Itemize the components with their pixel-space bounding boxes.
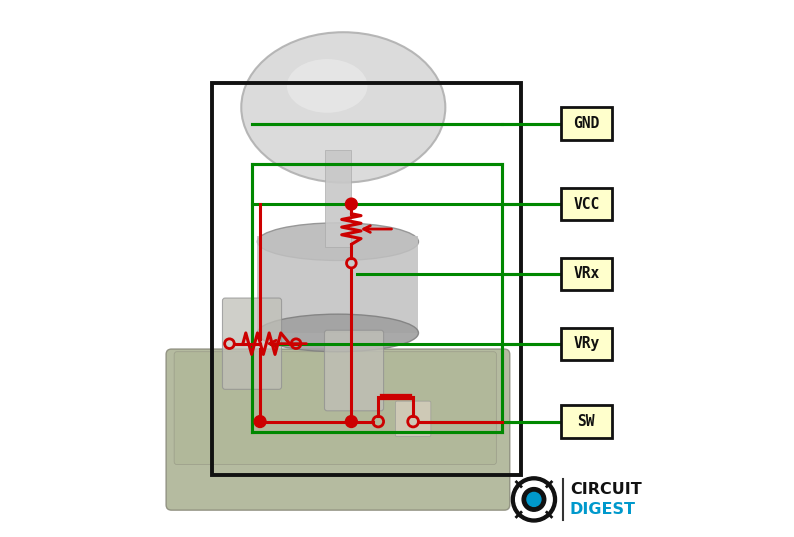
Ellipse shape bbox=[257, 223, 418, 260]
Text: CIRCUIT: CIRCUIT bbox=[570, 482, 642, 497]
Text: VRx: VRx bbox=[573, 266, 599, 281]
Text: DIGEST: DIGEST bbox=[570, 502, 636, 517]
Text: SW: SW bbox=[577, 414, 595, 429]
Polygon shape bbox=[561, 405, 612, 438]
Polygon shape bbox=[561, 258, 612, 290]
Circle shape bbox=[345, 198, 357, 210]
Ellipse shape bbox=[257, 314, 418, 352]
Text: VRy: VRy bbox=[573, 336, 599, 351]
Polygon shape bbox=[561, 328, 612, 360]
Text: VCC: VCC bbox=[573, 197, 599, 212]
Polygon shape bbox=[561, 107, 612, 140]
FancyBboxPatch shape bbox=[174, 352, 496, 465]
FancyBboxPatch shape bbox=[325, 330, 384, 411]
Circle shape bbox=[522, 488, 545, 511]
Circle shape bbox=[511, 477, 557, 522]
FancyBboxPatch shape bbox=[395, 401, 431, 437]
Polygon shape bbox=[561, 188, 612, 220]
Circle shape bbox=[527, 492, 541, 506]
Ellipse shape bbox=[241, 32, 445, 183]
Circle shape bbox=[515, 481, 552, 518]
Circle shape bbox=[345, 416, 357, 427]
Text: GND: GND bbox=[573, 116, 599, 131]
Bar bbox=[252, 164, 502, 432]
FancyBboxPatch shape bbox=[222, 298, 282, 389]
FancyBboxPatch shape bbox=[325, 150, 352, 247]
FancyBboxPatch shape bbox=[257, 236, 418, 333]
Circle shape bbox=[254, 416, 266, 427]
FancyBboxPatch shape bbox=[166, 349, 510, 510]
Bar bbox=[212, 83, 521, 475]
Ellipse shape bbox=[287, 59, 368, 113]
